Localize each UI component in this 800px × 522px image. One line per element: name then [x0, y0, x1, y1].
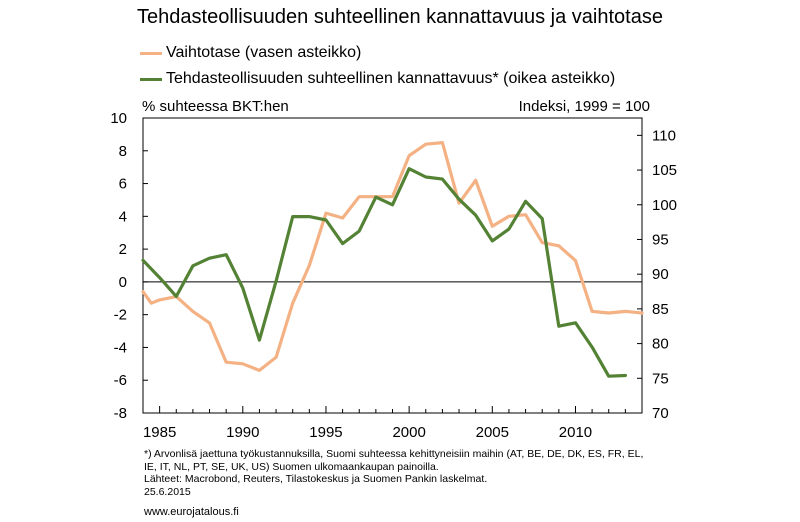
x-tick-label: 1990 [226, 424, 259, 441]
right-tick-label: 80 [652, 336, 669, 353]
left-tick-label: 0 [119, 274, 127, 291]
left-axis-unit: % suhteessa BKT:hen [142, 98, 289, 115]
left-tick-label: 6 [119, 176, 127, 193]
right-tick-label: 100 [652, 197, 677, 214]
footnote-line: IE, IT, NL, PT, SE, UK, US) Suomen ulkom… [144, 460, 439, 473]
left-tick-label: 4 [119, 208, 127, 225]
right-tick-label: 85 [652, 301, 669, 318]
footnote-line: *) Arvonlisä jaettuna työkustannuksilla,… [144, 448, 644, 460]
footnote-date: 25.6.2015 [144, 485, 191, 498]
footnote: *) Arvonlisä jaettuna työkustannuksilla,… [144, 448, 744, 498]
legend-label-vaihtotase: Vaihtotase (vasen asteikko) [166, 44, 362, 61]
x-tick-label: 1985 [143, 424, 176, 441]
series-line-vaihtotase [141, 141, 644, 372]
chart-svg: 10 8 6 4 2 0 -2 -4 -6 -8 110 105 100 95 90 85 80 75 70 1985… [110, 110, 677, 441]
right-tick-label: 70 [652, 405, 669, 422]
plot-frame [142, 117, 643, 414]
left-tick-label: -2 [114, 307, 127, 324]
right-tick-label: 105 [652, 162, 677, 179]
right-tick-label: 90 [652, 266, 669, 283]
right-tick-label: 110 [652, 127, 676, 144]
right-tick-label: 95 [652, 231, 669, 248]
right-tick-label: 75 [652, 370, 669, 387]
legend-swatch-kannattavuus [140, 77, 162, 81]
legend-swatch-vaihtotase [140, 51, 162, 55]
legend-item-kannattavuus: Tehdasteollisuuden suhteellinen kannatta… [140, 70, 615, 88]
right-axis-unit: Indeksi, 1999 = 100 [518, 98, 650, 115]
x-tick-label: 1995 [309, 424, 342, 441]
legend-label-kannattavuus: Tehdasteollisuuden suhteellinen kannatta… [166, 70, 616, 87]
left-tick-label: 2 [119, 241, 127, 258]
chart-title: Tehdasteollisuuden suhteellinen kannatta… [137, 6, 663, 28]
left-tick-label: -8 [114, 405, 127, 422]
x-tick-label: 2010 [559, 424, 592, 441]
x-tick-label: 2005 [476, 424, 509, 441]
footnote-line: Lähteet: Macrobond, Reuters, Tilastokesk… [144, 473, 488, 485]
left-tick-label: 10 [110, 110, 127, 127]
left-tick-label: 8 [119, 143, 127, 160]
x-tick-label: 2000 [392, 424, 425, 441]
left-tick-label: -4 [114, 339, 127, 356]
left-tick-label: -6 [114, 372, 127, 389]
website-label: www.eurojatalous.fi [144, 506, 239, 518]
series-line-kannattavuus [141, 167, 628, 378]
legend-item-vaihtotase: Vaihtotase (vasen asteikko) [140, 44, 361, 62]
